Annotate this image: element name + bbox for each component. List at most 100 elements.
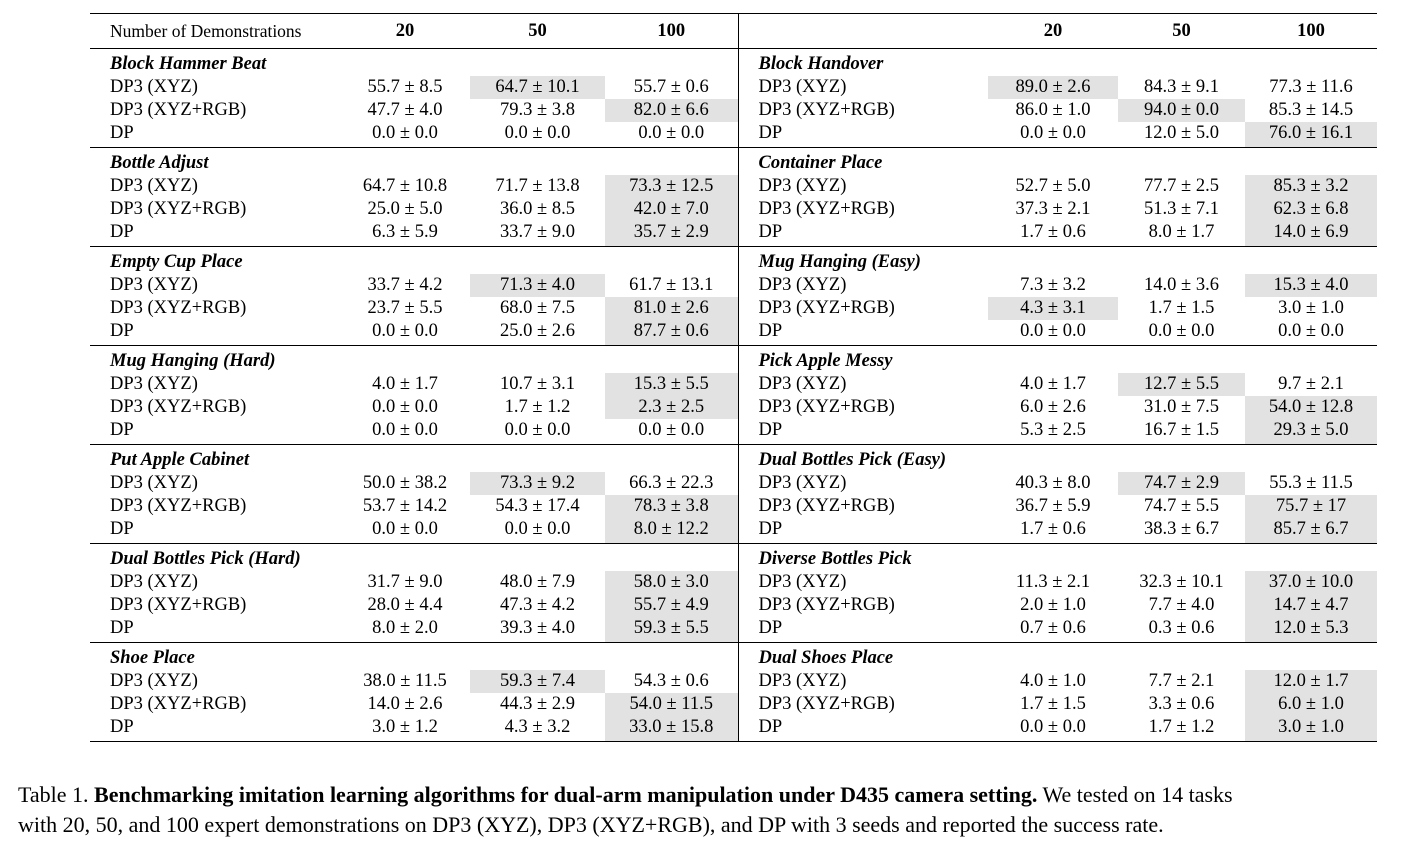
success-rate-cell: 33.0 ± 15.8	[605, 716, 739, 742]
success-rate-cell: 82.0 ± 6.6	[605, 99, 739, 122]
success-rate-cell: 0.0 ± 0.0	[1278, 321, 1344, 341]
table-row: DP3 (XYZ+RGB) 23.7 ± 5.5 68.0 ± 7.5 81.0 ± …	[90, 297, 1377, 320]
success-rate-cell: 64.7 ± 10.8	[362, 176, 448, 196]
empty-cell	[1245, 147, 1377, 175]
success-rate-cell: 0.0 ± 0.0	[988, 716, 1118, 742]
method-name: DP3 (XYZ)	[110, 572, 198, 592]
success-rate-cell: 39.3 ± 4.0	[500, 618, 575, 638]
method-name: DP3 (XYZ)	[758, 671, 847, 691]
method-name: DP3 (XYZ+RGB)	[758, 199, 895, 219]
success-rate-cell: 0.0 ± 0.0	[372, 123, 438, 143]
success-rate-cell: 64.7 ± 10.1	[470, 76, 605, 99]
success-rate-cell: 94.0 ± 0.0	[1118, 99, 1245, 122]
empty-cell	[470, 444, 605, 472]
success-rate-cell: 44.3 ± 2.9	[500, 694, 575, 714]
method-name: DP3 (XYZ+RGB)	[110, 298, 247, 318]
success-rate-cell: 8.0 ± 2.0	[372, 618, 438, 638]
success-rate-cell: 47.3 ± 4.2	[500, 595, 575, 615]
success-rate-cell: 54.0 ± 11.5	[605, 693, 739, 716]
empty-cell	[470, 147, 605, 175]
success-rate-cell: 73.3 ± 12.5	[605, 175, 739, 198]
success-rate-cell: 1.7 ± 0.6	[1020, 222, 1086, 242]
header-demo-50-left: 50	[470, 13, 605, 49]
success-rate-cell: 14.0 ± 6.9	[1245, 221, 1377, 247]
success-rate-cell: 3.0 ± 1.0	[1278, 298, 1344, 318]
method-name: DP	[110, 420, 134, 440]
empty-cell	[470, 543, 605, 571]
method-name: DP3 (XYZ)	[758, 176, 847, 196]
success-rate-cell: 48.0 ± 7.9	[500, 572, 575, 592]
success-rate-cell: 51.3 ± 7.1	[1144, 199, 1219, 219]
task-name-right: Dual Bottles Pick (Easy)	[738, 444, 988, 472]
success-rate-cell: 12.7 ± 5.5	[1118, 373, 1245, 396]
method-name: DP	[110, 321, 134, 341]
success-rate-cell: 9.7 ± 2.1	[1278, 374, 1344, 394]
task-row: Dual Bottles Pick (Hard) Diverse Bottles …	[90, 543, 1377, 571]
method-name: DP	[738, 716, 988, 742]
success-rate-cell: 29.3 ± 5.0	[1245, 419, 1377, 445]
results-table: Number of Demonstrations 20 50 100 20 50…	[90, 13, 1377, 742]
success-rate-cell: 38.3 ± 6.7	[1144, 519, 1219, 539]
method-name: DP	[758, 618, 783, 638]
success-rate-cell: 74.7 ± 2.9	[1118, 472, 1245, 495]
header-demo-100-left: 100	[605, 13, 739, 49]
empty-cell	[988, 444, 1118, 472]
success-rate-cell: 71.3 ± 4.0	[470, 274, 605, 297]
table-row: DP 0.0 ± 0.0 25.0 ± 2.6 87.7 ± 0.6 DP 0.0 ± 0…	[90, 320, 1377, 346]
success-rate-cell: 16.7 ± 1.5	[1144, 420, 1219, 440]
task-name-right: Container Place	[738, 147, 988, 175]
success-rate-cell: 25.0 ± 5.0	[367, 199, 443, 219]
method-name: DP3 (XYZ)	[110, 77, 198, 97]
empty-cell	[340, 246, 470, 274]
method-name: DP	[758, 123, 783, 143]
success-rate-cell: 68.0 ± 7.5	[500, 298, 575, 318]
success-rate-cell: 59.3 ± 5.5	[605, 617, 739, 643]
empty-cell	[605, 345, 739, 373]
caption-line2: with 20, 50, and 100 expert demonstratio…	[18, 812, 1164, 837]
task-name-right: Mug Hanging (Easy)	[738, 246, 988, 274]
header-blank-right	[738, 13, 988, 49]
task-name-left: Mug Hanging (Hard)	[90, 345, 340, 373]
success-rate-cell: 87.7 ± 0.6	[605, 320, 739, 346]
empty-cell	[1245, 543, 1377, 571]
success-rate-cell: 1.7 ± 1.5	[1148, 298, 1215, 318]
empty-cell	[470, 49, 605, 77]
success-rate-cell: 62.3 ± 6.8	[1245, 198, 1377, 221]
method-name: DP3 (XYZ)	[758, 572, 847, 592]
success-rate-cell: 85.3 ± 3.2	[1245, 175, 1377, 198]
empty-cell	[470, 246, 605, 274]
table-row: DP3 (XYZ+RGB) 47.7 ± 4.0 79.3 ± 3.8 82.0 ± …	[90, 99, 1377, 122]
table-row: DP3 (XYZ+RGB) 0.0 ± 0.0 1.7 ± 1.2 2.3 ± 2.5…	[90, 396, 1377, 419]
success-rate-cell: 33.7 ± 4.2	[367, 275, 443, 295]
table-row: DP 6.3 ± 5.9 33.7 ± 9.0 35.7 ± 2.9 DP 1.7 ± 0…	[90, 221, 1377, 247]
success-rate-cell: 38.0 ± 11.5	[363, 671, 447, 691]
method-name: DP3 (XYZ+RGB)	[110, 397, 247, 417]
method-name: DP3 (XYZ+RGB)	[110, 694, 247, 714]
empty-cell	[988, 49, 1118, 77]
success-rate-cell: 55.7 ± 0.6	[605, 76, 739, 99]
method-name: DP3 (XYZ+RGB)	[758, 397, 895, 417]
success-rate-cell: 12.0 ± 5.0	[1144, 123, 1219, 143]
success-rate-cell: 54.3 ± 0.6	[605, 670, 739, 693]
success-rate-cell: 14.0 ± 3.6	[1144, 275, 1219, 295]
success-rate-cell: 4.0 ± 1.7	[1020, 374, 1086, 394]
success-rate-cell: 10.7 ± 3.1	[500, 374, 575, 394]
success-rate-cell: 4.0 ± 1.7	[372, 374, 438, 394]
empty-cell	[1245, 345, 1377, 373]
caption-line1-rest: We tested on 14 tasks	[1042, 782, 1233, 807]
success-rate-cell: 31.0 ± 7.5	[1144, 397, 1219, 417]
success-rate-cell: 81.0 ± 2.6	[605, 297, 739, 320]
success-rate-cell: 3.0 ± 1.0	[1245, 716, 1377, 742]
success-rate-cell: 1.7 ± 1.2	[1118, 716, 1245, 742]
method-name: DP3 (XYZ)	[110, 473, 198, 493]
results-table-container: Number of Demonstrations 20 50 100 20 50…	[90, 13, 1377, 742]
empty-cell	[340, 49, 470, 77]
success-rate-cell: 2.0 ± 1.0	[1020, 595, 1086, 615]
method-name: DP	[110, 519, 134, 539]
method-name: DP3 (XYZ+RGB)	[110, 595, 247, 615]
empty-cell	[605, 642, 739, 670]
empty-cell	[340, 642, 470, 670]
task-name-right: Block Handover	[758, 53, 884, 74]
success-rate-cell: 0.0 ± 0.0	[372, 420, 438, 440]
success-rate-cell: 0.0 ± 0.0	[372, 321, 438, 341]
